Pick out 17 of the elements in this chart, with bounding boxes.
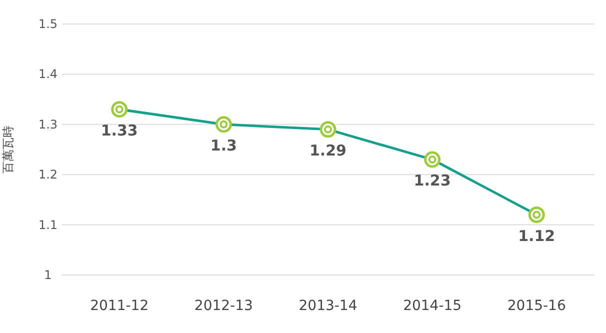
y-tick-label: 1 bbox=[44, 268, 52, 282]
y-tick-label: 1.2 bbox=[38, 168, 58, 182]
data-label: 1.23 bbox=[414, 172, 451, 190]
data-label: 1.12 bbox=[518, 226, 556, 245]
x-tick-label: 2012-13 bbox=[194, 298, 253, 314]
data-label: 1.3 bbox=[210, 136, 237, 154]
x-tick-label: 2013-14 bbox=[298, 298, 358, 314]
data-label: 1.29 bbox=[309, 141, 347, 160]
x-tick-label: 2014-15 bbox=[403, 298, 462, 314]
y-tick-label: 1.4 bbox=[38, 67, 58, 82]
x-tick-label: 2015-16 bbox=[507, 298, 566, 314]
y-tick-label: 1.3 bbox=[38, 117, 58, 132]
data-label: 1.33 bbox=[100, 121, 138, 140]
y-tick-label: 1.5 bbox=[38, 17, 58, 31]
x-tick-label: 2011-12 bbox=[90, 298, 149, 314]
y-axis-title: 百萬瓦時 bbox=[1, 126, 15, 174]
y-tick-label: 1.1 bbox=[38, 218, 58, 232]
